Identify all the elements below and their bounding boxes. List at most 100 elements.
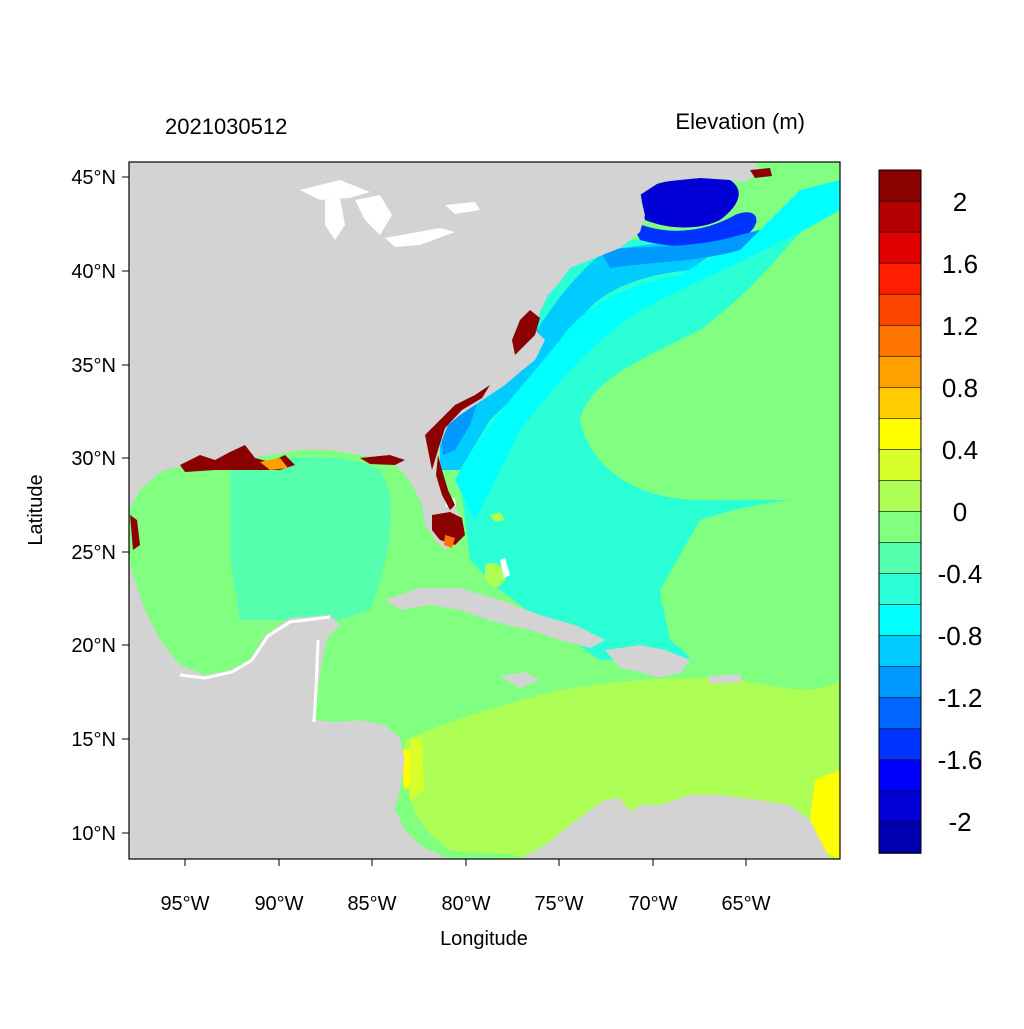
gulf-of-maine-deep: [640, 178, 739, 228]
bahamas-bank-3: [500, 558, 510, 578]
lake-michigan: [325, 198, 345, 240]
florida-keys-orange: [444, 535, 455, 548]
colorbar-swatch: [878, 728, 922, 761]
atlantic-green-zone: [580, 200, 840, 500]
colorbar-labels: 2 1.6 1.2 0.8 0.4 0 -0.4 -0.8 -1.2 -1.6 …: [938, 187, 983, 837]
coast-fringe-central: [312, 639, 320, 723]
carolina-surge: [425, 385, 490, 470]
y-axis-label: Latitude: [25, 474, 47, 545]
x-ticks: 95°W 90°W 85°W 80°W 75°W 70°W 65°W: [160, 859, 771, 915]
colorbar-label: -1.2: [938, 683, 983, 713]
land-cuba: [385, 588, 605, 648]
colorbar-swatch: [878, 449, 922, 482]
y-ticks: 45°N 40°N 35°N 30°N 25°N 20°N 15°N 10°N: [71, 167, 129, 845]
florida-east-surge: [436, 455, 455, 510]
y-tick-label: 45°N: [71, 167, 116, 189]
colorbar-label: -0.4: [938, 559, 983, 589]
colorbar-label: 1.6: [942, 249, 978, 279]
colorbar-frame: [878, 169, 922, 854]
lake-huron: [355, 195, 392, 235]
colorbar-swatch: [878, 293, 922, 327]
texas-surge: [130, 515, 140, 550]
bahamas-bank-2: [490, 512, 505, 522]
colorbar-swatch: [878, 262, 922, 295]
colorbar-swatch: [878, 542, 922, 575]
colorbar-label: -1.6: [938, 745, 983, 775]
carolina-coast-blue: [440, 395, 480, 455]
bahamas-banks: [485, 512, 510, 587]
great-lakes: [300, 180, 480, 507]
x-axis-label: Longitude: [440, 928, 528, 950]
coastal-surge-markers: [130, 168, 772, 550]
gulf-loop-zone: [230, 456, 391, 620]
variable-title: Elevation (m): [675, 109, 805, 134]
map-frame: [128, 161, 841, 860]
land-yucatan: [265, 615, 340, 648]
x-tick-label: 70°W: [628, 893, 677, 915]
lake-superior: [300, 180, 370, 200]
y-tick-label: 30°N: [71, 448, 116, 470]
x-tick-label: 75°W: [534, 893, 583, 915]
y-tick-label: 25°N: [71, 542, 116, 564]
colorbar-swatch: [878, 169, 922, 202]
x-tick-label: 95°W: [160, 893, 209, 915]
colorbar-label: 0.4: [942, 435, 978, 465]
colorbar: [878, 169, 922, 854]
map-panel: [129, 162, 840, 859]
lake-erie: [385, 228, 455, 247]
colorbar-swatch: [878, 666, 922, 699]
gulf-of-maine-blue: [630, 212, 757, 247]
colorbar-swatch: [878, 387, 922, 420]
land-north-america: [129, 162, 760, 550]
coastal-light-blue: [455, 180, 840, 520]
colorbar-swatch: [878, 324, 922, 358]
land-south-america: [520, 795, 830, 859]
louisiana-orange: [260, 458, 288, 470]
x-tick-label: 85°W: [347, 893, 396, 915]
x-tick-label: 80°W: [441, 893, 490, 915]
bay-lime: [410, 738, 424, 800]
x-tick-label: 90°W: [254, 893, 303, 915]
georges-bank-blue: [600, 230, 760, 268]
colorbar-swatch: [878, 697, 922, 730]
colorbar-label: -0.8: [938, 621, 983, 651]
coast-fringe-yucatan: [179, 615, 331, 680]
lake-ontario: [445, 202, 480, 214]
colorbar-swatch: [878, 355, 922, 389]
colorbar-label: 2: [953, 187, 967, 217]
y-tick-label: 10°N: [71, 823, 116, 845]
chesapeake-surge: [512, 310, 540, 355]
colorbar-swatch: [878, 604, 922, 637]
land-mexico-central-america: [129, 560, 450, 859]
colorbar-label: 0: [953, 497, 967, 527]
land-puerto-rico: [708, 674, 742, 684]
colorbar-label: -2: [948, 807, 971, 837]
colorbar-label: 0.8: [942, 373, 978, 403]
colorbar-swatch: [878, 573, 922, 606]
colorbar-swatch: [878, 635, 922, 668]
colorbar-swatch: [878, 200, 922, 233]
colorbar-swatch: [878, 759, 922, 792]
colorbar-swatch: [878, 821, 922, 854]
panhandle-surge: [360, 455, 405, 465]
colorbar-swatch: [878, 511, 922, 544]
colorbar-label: 1.2: [942, 311, 978, 341]
y-tick-label: 40°N: [71, 261, 116, 283]
timestamp-title: 2021030512: [165, 114, 287, 139]
colorbar-swatch: [878, 418, 922, 451]
nova-scotia-surge: [750, 168, 772, 178]
gulf-stream-coast-blue: [440, 220, 760, 470]
bahamas-bank-1: [485, 563, 505, 587]
y-tick-label: 15°N: [71, 729, 116, 751]
colorbar-swatch: [878, 790, 922, 823]
y-tick-label: 20°N: [71, 635, 116, 657]
colorbar-swatch: [878, 231, 922, 264]
x-tick-label: 65°W: [721, 893, 770, 915]
land-jamaica: [500, 672, 540, 688]
colorbar-swatch: [878, 480, 922, 513]
land-hispaniola: [605, 645, 690, 678]
south-florida-surge: [432, 512, 465, 545]
atlantic-south-green: [660, 498, 840, 690]
y-tick-label: 35°N: [71, 355, 116, 377]
